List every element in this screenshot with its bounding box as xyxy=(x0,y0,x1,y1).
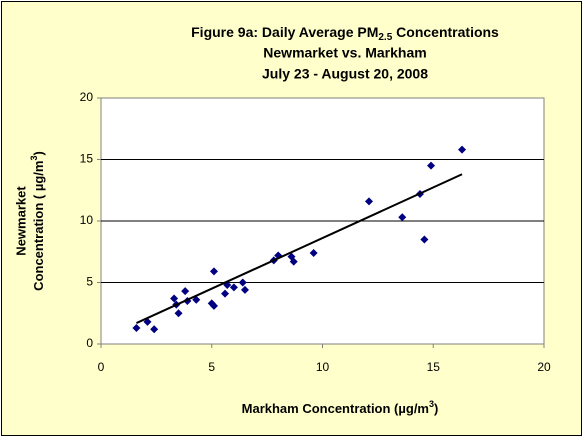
title-part: Concentrations xyxy=(392,24,499,40)
trendline xyxy=(136,173,463,324)
y-axis-label: Newmarket Concentration ( µg/m3) xyxy=(13,151,46,291)
title-part: Figure 9a: Daily Average PM xyxy=(191,24,378,40)
data-point xyxy=(427,161,436,170)
data-point xyxy=(420,235,429,244)
data-point xyxy=(289,257,298,266)
y-axis-label-line: Concentration ( µg/m3) xyxy=(29,151,46,291)
chart-title-line: Figure 9a: Daily Average PM2.5 Concentra… xyxy=(191,24,499,43)
y-tick-label: 0 xyxy=(86,336,93,350)
y-tick-label: 10 xyxy=(80,213,94,227)
data-point xyxy=(181,287,190,296)
data-point xyxy=(132,324,141,333)
label-part: ) xyxy=(31,151,46,155)
y-axis-label-line: Newmarket xyxy=(13,186,28,256)
x-tick-label: 15 xyxy=(427,360,441,374)
data-point xyxy=(209,267,218,276)
data-point xyxy=(398,213,407,222)
x-axis-label: Markham Concentration (µg/m3) xyxy=(242,399,439,416)
data-point xyxy=(170,294,179,303)
data-point xyxy=(150,325,159,334)
data-point xyxy=(174,309,183,318)
label-superscript: 3 xyxy=(29,156,39,161)
data-point xyxy=(365,197,374,206)
data-point xyxy=(209,301,218,310)
chart-date-range: July 23 - August 20, 2008 xyxy=(262,66,428,82)
data-point xyxy=(309,248,318,257)
data-point xyxy=(229,283,238,292)
title-subscript: 2.5 xyxy=(378,32,392,43)
y-tick-label: 20 xyxy=(80,90,94,104)
label-part: Markham Concentration (µg/m xyxy=(242,401,429,416)
x-tick-label: 20 xyxy=(537,360,551,374)
data-point xyxy=(238,278,247,287)
label-part: Concentration ( µg/m xyxy=(31,161,46,291)
y-tick-label: 15 xyxy=(80,152,94,166)
chart-subtitle: Newmarket vs. Markham xyxy=(263,45,426,61)
x-tick-label: 5 xyxy=(208,360,215,374)
data-point xyxy=(240,285,249,294)
data-point xyxy=(221,289,230,298)
y-tick-label: 5 xyxy=(86,275,93,289)
label-superscript: 3 xyxy=(429,399,434,409)
x-tick-label: 10 xyxy=(316,360,330,374)
label-part: ) xyxy=(434,401,438,416)
x-tick-label: 0 xyxy=(98,360,105,374)
data-point xyxy=(458,145,467,154)
